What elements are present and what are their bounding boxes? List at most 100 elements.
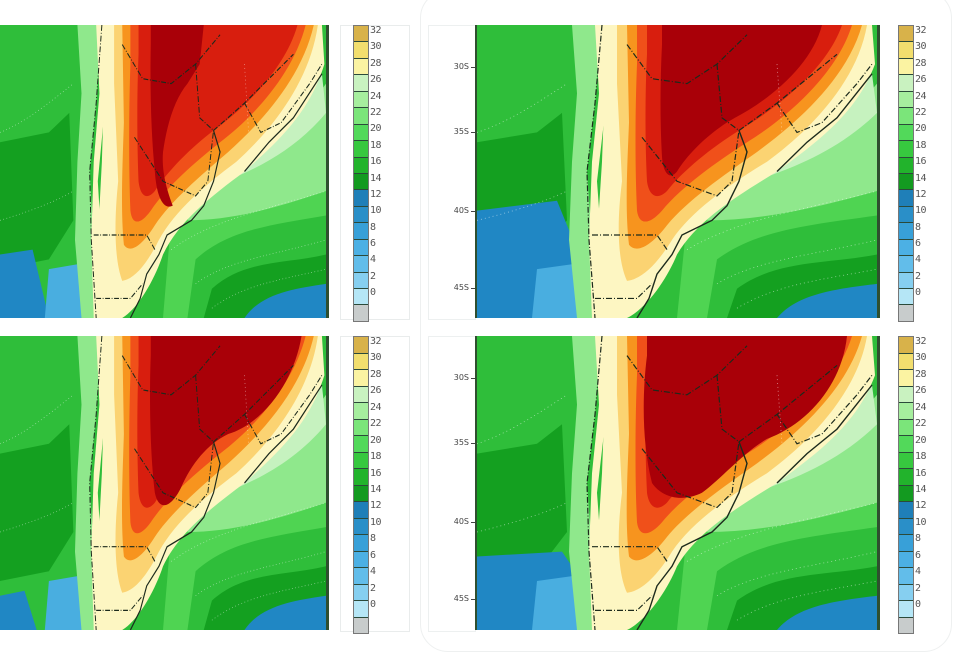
legend-label: 16 (370, 156, 382, 168)
latitude-axis-bottom-right: 30S 35S 40S 45S (430, 336, 475, 630)
legend-label: 30 (370, 352, 382, 364)
legend-label: 12 (915, 188, 927, 200)
color-legend-bottom-right (898, 336, 914, 634)
legend-label: 22 (370, 106, 382, 118)
legend-label: 20 (915, 434, 927, 446)
lat-box-bottom-right (428, 336, 476, 632)
legend-swatch (354, 370, 368, 387)
legend-labels-bottom-right: 32 30 28 26 24 22 20 18 16 14 12 10 8 6 4 2 0 (915, 336, 945, 632)
legend-label: 10 (915, 205, 927, 217)
legend-swatch (354, 469, 368, 486)
legend-label: 26 (915, 385, 927, 397)
legend-swatch (899, 469, 913, 486)
legend-swatch (899, 370, 913, 387)
map-bottom-left (0, 336, 329, 630)
legend-swatch (899, 289, 913, 306)
legend-swatch (899, 256, 913, 273)
legend-labels-top-left: 32 30 28 26 24 22 20 18 16 14 12 10 8 6 4 2 0 (370, 25, 400, 320)
legend-swatch (354, 206, 368, 224)
legend-labels-top-right: 32 30 28 26 24 22 20 18 16 14 12 10 8 6 4 2 0 (915, 25, 945, 320)
country-borders (586, 25, 873, 318)
legend-swatch (899, 42, 913, 59)
legend-swatch (899, 157, 913, 174)
country-borders (89, 336, 323, 630)
legend-label: 0 (370, 287, 376, 299)
legend-swatch (354, 58, 368, 76)
legend-label: 16 (915, 156, 927, 168)
legend-label: 6 (915, 238, 921, 250)
legend-label: 28 (370, 368, 382, 380)
legend-label: 20 (370, 434, 382, 446)
legend-label: 28 (915, 368, 927, 380)
coastline (636, 73, 873, 318)
legend-label: 8 (915, 533, 921, 545)
legend-label: 10 (915, 516, 927, 528)
legend-swatch (899, 584, 913, 601)
legend-label: 2 (370, 270, 376, 282)
legend-label: 32 (915, 25, 927, 36)
legend-label: 8 (370, 533, 376, 545)
legend-swatch (354, 535, 368, 552)
legend-swatch (899, 353, 913, 370)
legend-swatch (354, 305, 368, 321)
latitude-tick (471, 211, 475, 212)
legend-swatch (354, 601, 368, 618)
legend-label: 22 (915, 418, 927, 430)
legend-label: 12 (370, 500, 382, 512)
legend-swatch (354, 353, 368, 370)
lat-box-top-right (428, 25, 476, 320)
legend-label: 14 (915, 172, 927, 184)
legend-label: 30 (370, 41, 382, 53)
map-top-right (475, 25, 880, 318)
legend-label: 20 (915, 123, 927, 135)
latitude-tick (471, 132, 475, 133)
legend-swatch (899, 124, 913, 142)
temperature-field (477, 336, 877, 630)
legend-swatch (899, 452, 913, 469)
legend-label: 32 (370, 336, 382, 347)
country-borders (89, 25, 323, 318)
legend-label: 30 (915, 352, 927, 364)
legend-label: 16 (370, 467, 382, 479)
legend-label: 24 (915, 401, 927, 413)
legend-swatch (899, 75, 913, 92)
legend-label: 22 (370, 418, 382, 430)
legend-swatch (899, 386, 913, 403)
legend-label: 8 (915, 221, 921, 233)
legend-swatch (354, 518, 368, 535)
temperature-field (0, 25, 326, 318)
legend-swatch (899, 190, 913, 207)
legend-swatch (899, 419, 913, 436)
latitude-tick (471, 599, 475, 600)
legend-swatch (899, 403, 913, 420)
legend-label: 4 (370, 254, 376, 266)
legend-swatch (354, 485, 368, 502)
legend-label: 20 (370, 123, 382, 135)
legend-swatch (354, 108, 368, 125)
legend-swatch (899, 617, 913, 633)
legend-label: 24 (915, 90, 927, 102)
legend-swatch (899, 58, 913, 76)
legend-label: 0 (915, 287, 921, 299)
legend-swatch (354, 617, 368, 633)
legend-swatch (899, 518, 913, 535)
legend-swatch (354, 173, 368, 191)
legend-label: 4 (915, 254, 921, 266)
legend-swatch (899, 206, 913, 224)
legend-label: 14 (370, 484, 382, 495)
legend-box-bottom-left (340, 336, 410, 632)
latitude-axis-top-right: 30S 35S 40S 45S (430, 25, 475, 318)
legend-label: 24 (370, 401, 382, 413)
latitude-label: 30S (453, 373, 469, 382)
legend-label: 4 (370, 566, 376, 578)
legend-label: 14 (370, 172, 382, 184)
legend-label: 16 (915, 467, 927, 479)
legend-swatch (899, 305, 913, 321)
legend-swatch (899, 601, 913, 618)
legend-swatch (354, 124, 368, 142)
legend-swatch (354, 42, 368, 59)
legend-label: 32 (370, 25, 382, 36)
legend-swatch (354, 403, 368, 420)
legend-label: 12 (915, 500, 927, 512)
legend-swatch (354, 26, 368, 43)
